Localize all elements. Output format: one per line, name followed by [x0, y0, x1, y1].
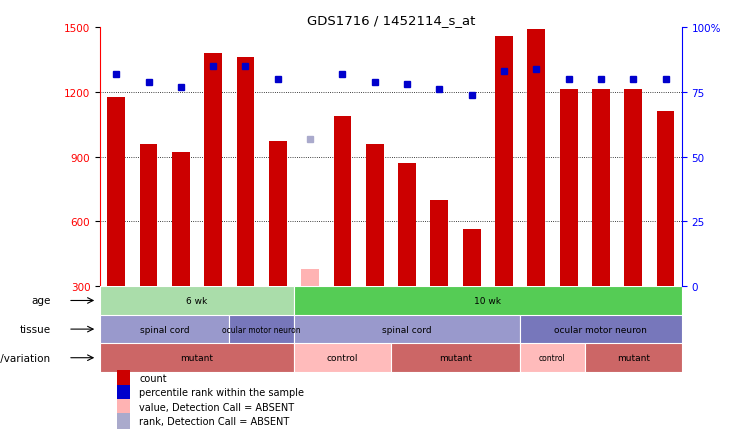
Text: mutant: mutant [181, 353, 213, 362]
Bar [100, 315, 229, 344]
Bar [118, 414, 130, 429]
Bar [463, 230, 481, 286]
Bar [657, 112, 674, 286]
Bar [520, 315, 682, 344]
Bar [294, 315, 520, 344]
Bar [172, 153, 190, 286]
Bar [107, 98, 125, 286]
Bar [205, 54, 222, 286]
Text: value, Detection Call = ABSENT: value, Detection Call = ABSENT [139, 402, 294, 412]
Bar [520, 344, 585, 372]
Text: mutant: mutant [617, 353, 650, 362]
Bar [294, 344, 391, 372]
Text: count: count [139, 373, 167, 383]
Text: percentile rank within the sample: percentile rank within the sample [139, 388, 304, 398]
Bar [118, 399, 130, 414]
Bar [229, 315, 294, 344]
Text: 6 wk: 6 wk [186, 296, 207, 305]
Bar [391, 344, 520, 372]
Bar [118, 371, 130, 386]
Bar [301, 270, 319, 286]
Bar [495, 37, 513, 286]
Bar [431, 201, 448, 286]
Text: control: control [539, 353, 566, 362]
Text: spinal cord: spinal cord [140, 325, 190, 334]
Bar [366, 145, 384, 286]
Bar [398, 164, 416, 286]
Text: ocular motor neuron: ocular motor neuron [222, 325, 301, 334]
Title: GDS1716 / 1452114_s_at: GDS1716 / 1452114_s_at [307, 14, 475, 27]
Bar [118, 385, 130, 400]
Bar [585, 344, 682, 372]
Bar [269, 141, 287, 286]
Text: 10 wk: 10 wk [474, 296, 502, 305]
Bar [236, 58, 254, 286]
Text: tissue: tissue [19, 324, 50, 334]
Bar [100, 344, 294, 372]
Bar [559, 89, 577, 286]
Bar [100, 286, 294, 315]
Text: control: control [327, 353, 358, 362]
Text: rank, Detection Call = ABSENT: rank, Detection Call = ABSENT [139, 416, 289, 426]
Bar [592, 89, 610, 286]
Bar [139, 145, 157, 286]
Text: age: age [31, 296, 50, 306]
Text: genotype/variation: genotype/variation [0, 353, 50, 363]
Bar [625, 89, 642, 286]
Bar [528, 30, 545, 286]
Text: spinal cord: spinal cord [382, 325, 432, 334]
Bar [294, 286, 682, 315]
Text: ocular motor neuron: ocular motor neuron [554, 325, 648, 334]
Bar [333, 116, 351, 286]
Text: mutant: mutant [439, 353, 472, 362]
